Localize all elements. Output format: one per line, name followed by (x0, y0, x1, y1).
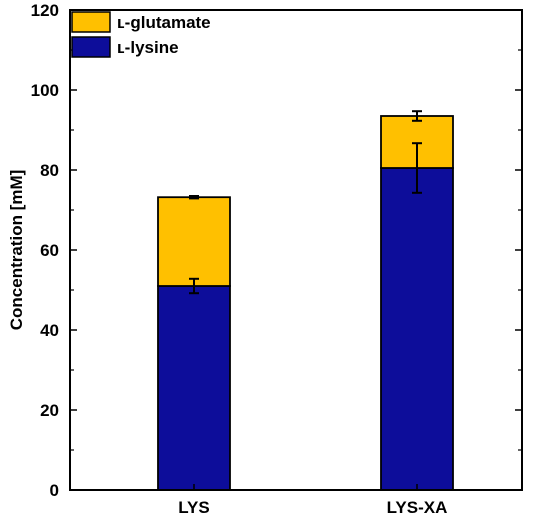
error-bar-l-glutamate-lys (189, 195, 199, 200)
y-axis-label: Concentration [mM] (7, 170, 26, 331)
bar-l-lysine-lys-xa (380, 167, 454, 491)
error-bar-l-glutamate-lys-xa (412, 110, 422, 122)
bars-layer (157, 115, 454, 491)
y-tick-label: 60 (40, 241, 59, 260)
legend-label-glutamate: ʟ-glutamate (117, 13, 211, 32)
legend-label-lysine: ʟ-lysine (117, 38, 179, 57)
x-tick-label: LYS-XA (387, 498, 448, 517)
error-bar-l-lysine-lys-xa (412, 142, 422, 194)
error-bars-layer (189, 110, 422, 295)
y-tick-label: 0 (50, 481, 59, 500)
legend-swatch-glutamate (71, 11, 111, 33)
y-tick-label: 100 (31, 81, 59, 100)
y-tick-label: 120 (31, 1, 59, 20)
x-tick-label: LYS (178, 498, 210, 517)
legend-swatch-lysine (71, 36, 111, 58)
plot-frame (69, 9, 523, 491)
y-tick-label: 80 (40, 161, 59, 180)
legend: ʟ-glutamate ʟ-lysine (71, 11, 211, 58)
bar-l-lysine-lys (157, 285, 231, 491)
y-tick-label: 40 (40, 321, 59, 340)
y-tick-label: 20 (40, 401, 59, 420)
error-bar-l-lysine-lys (189, 277, 199, 295)
bar-l-glutamate-lys (157, 196, 231, 287)
